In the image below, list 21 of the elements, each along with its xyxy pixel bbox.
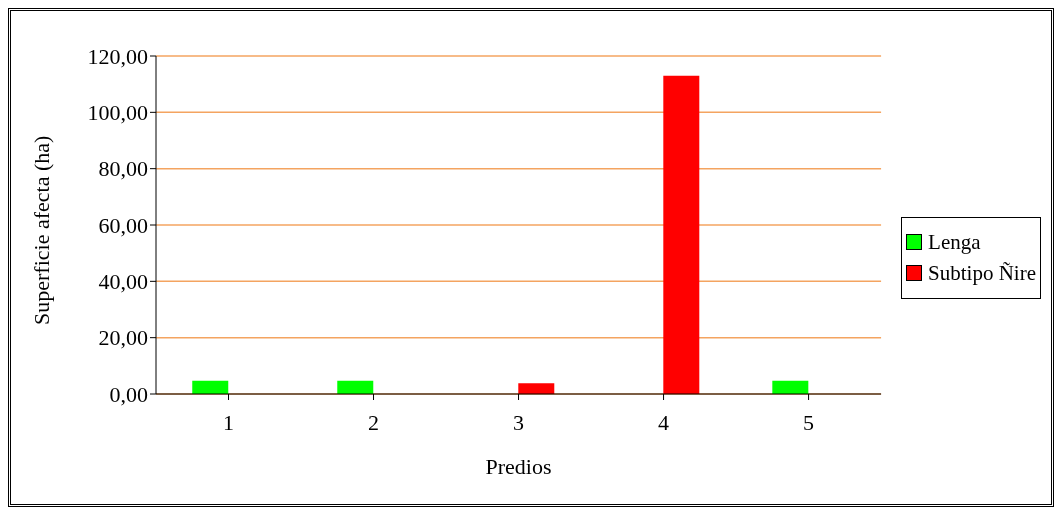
y-tick-label: 20,00 (98, 325, 148, 351)
x-tick-label: 4 (658, 409, 670, 435)
y-tick-label: 120,00 (87, 43, 148, 69)
y-axis-title: Superficie afecta (ha) (28, 135, 54, 325)
x-tick-label: 1 (223, 409, 235, 435)
x-tick-label: 3 (513, 409, 525, 435)
legend-label: Lenga (927, 229, 982, 255)
bar (337, 380, 374, 394)
y-tick-label: 80,00 (98, 156, 148, 182)
bar (192, 380, 229, 394)
legend-label: Subtipo Ñire (927, 260, 1036, 286)
bar (772, 380, 809, 394)
y-tick-label: 0,00 (109, 381, 148, 407)
x-tick-label: 2 (368, 409, 380, 435)
y-tick-label: 100,00 (87, 100, 148, 126)
x-axis-title: Predios (485, 454, 552, 479)
y-tick-label: 60,00 (98, 212, 148, 238)
x-tick-label: 5 (803, 409, 815, 435)
bar (518, 383, 555, 394)
bar (663, 75, 700, 394)
y-tick-label: 40,00 (98, 269, 148, 295)
